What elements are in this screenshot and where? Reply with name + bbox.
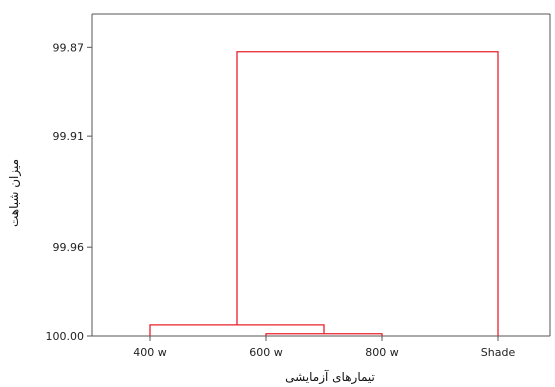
leaf-label: Shade <box>481 346 516 359</box>
dendrogram-link <box>149 324 325 336</box>
x-axis-title: تیمارهای آزمایشی <box>285 369 375 385</box>
y-tick-label: 99.91 <box>53 130 85 143</box>
dendrogram-link <box>236 51 499 336</box>
x-axis-leaf-labels: 400 w 600 w 800 w Shade <box>133 336 515 359</box>
y-tick-label: 100.00 <box>46 330 85 343</box>
y-axis-title: میزان شباهت <box>7 159 22 227</box>
y-tick-label: 99.87 <box>53 41 85 54</box>
leaf-label: 400 w <box>133 346 167 359</box>
dendrogram-links <box>149 51 499 336</box>
leaf-label: 800 w <box>365 346 399 359</box>
y-tick-label: 99.96 <box>53 241 85 254</box>
leaf-label: 600 w <box>249 346 283 359</box>
axes <box>91 13 551 337</box>
y-axis-ticks: 99.87 99.91 99.96 100.00 <box>46 41 92 343</box>
